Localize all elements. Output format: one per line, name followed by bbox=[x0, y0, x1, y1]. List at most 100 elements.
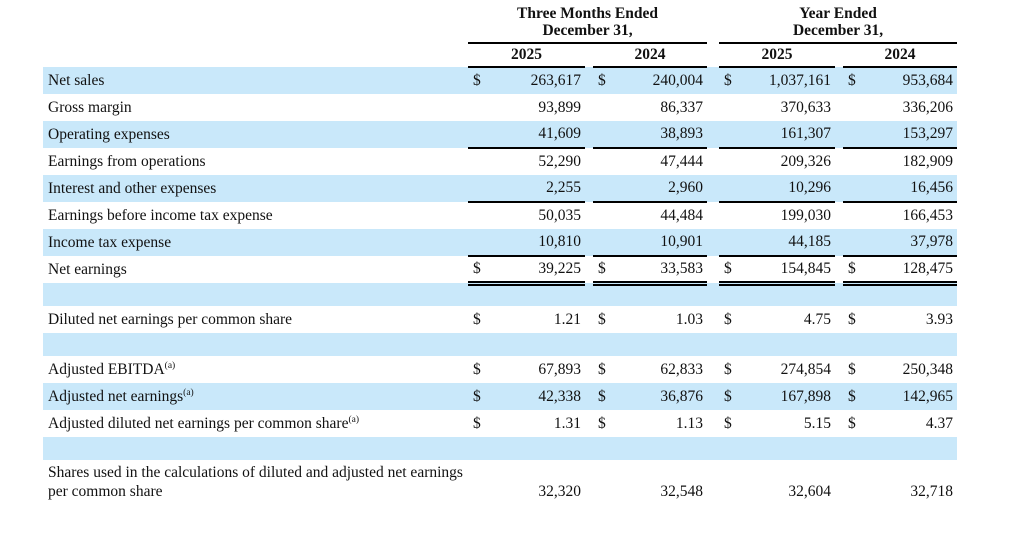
row-label: Earnings before income tax expense bbox=[48, 206, 273, 224]
value-cell: 182,909 bbox=[902, 153, 954, 170]
table-body: Net sales $263,617 $240,004 $1,037,161 $953,… bbox=[43, 67, 958, 506]
column-gap bbox=[835, 383, 844, 410]
footnote-marker: (a) bbox=[348, 414, 359, 425]
value-cell: 36,876 bbox=[619, 383, 708, 410]
dollar-sign-cell bbox=[468, 229, 494, 257]
value-cell: 1,037,161 bbox=[745, 67, 836, 94]
value-cell: 274,854 bbox=[780, 360, 832, 378]
column-gap bbox=[585, 229, 593, 256]
column-gap bbox=[707, 67, 720, 94]
footnote-marker: (a) bbox=[164, 360, 176, 371]
dollar-sign-cell: $ bbox=[473, 414, 481, 432]
dollar-sign-cell bbox=[843, 229, 870, 257]
dollar-sign-cell bbox=[468, 175, 494, 203]
table-row: Gross margin 93,899 86,337 370,633 336,206 bbox=[43, 94, 957, 121]
period-header-three-months: Three Months Ended December 31, bbox=[468, 5, 708, 44]
column-gap bbox=[707, 148, 719, 175]
column-gap bbox=[835, 148, 843, 175]
value-cell: 16,456 bbox=[869, 175, 958, 203]
dollar-sign-cell: $ bbox=[843, 256, 870, 286]
row-label: Interest and other expenses bbox=[43, 175, 468, 202]
dollar-sign-cell bbox=[843, 202, 869, 229]
dollar-sign-cell bbox=[719, 202, 745, 229]
column-gap bbox=[707, 383, 720, 410]
value-cell: 370,633 bbox=[780, 98, 832, 116]
year-header-fy-2025: 2025 bbox=[719, 43, 836, 68]
column-gap bbox=[585, 256, 593, 283]
dollar-sign-cell: $ bbox=[843, 67, 870, 94]
table-row: Income tax expense 10,810 10,901 44,185 37,9… bbox=[43, 229, 958, 257]
column-gap bbox=[707, 5, 719, 43]
column-gap bbox=[835, 356, 843, 383]
financial-summary: Three Months Ended December 31, Year End… bbox=[43, 5, 958, 506]
column-gap bbox=[585, 202, 593, 229]
value-cell: 128,475 bbox=[869, 256, 958, 286]
table-row: Shares used in the calculations of dilut… bbox=[43, 460, 957, 506]
period-title-line2: December 31, bbox=[542, 22, 633, 39]
value-cell: 4.75 bbox=[803, 310, 832, 328]
value-cell: 39,225 bbox=[494, 256, 585, 286]
value-cell: 10,901 bbox=[619, 229, 708, 257]
value-cell: 263,617 bbox=[494, 67, 585, 94]
column-gap bbox=[585, 94, 593, 121]
dollar-sign-cell bbox=[719, 229, 746, 257]
column-gap bbox=[835, 229, 844, 256]
dollar-sign-cell bbox=[593, 175, 619, 203]
row-label: Net earnings bbox=[48, 260, 127, 278]
dollar-sign-cell: $ bbox=[719, 383, 746, 410]
corner-cell bbox=[43, 43, 468, 67]
row-label: Diluted net earnings per common share bbox=[48, 310, 293, 328]
dollar-sign-cell bbox=[593, 94, 619, 121]
value-cell: 44,484 bbox=[660, 207, 704, 224]
spacer-cell bbox=[43, 437, 958, 460]
dollar-sign-cell: $ bbox=[593, 256, 619, 286]
column-gap bbox=[585, 383, 593, 410]
value-cell: 50,035 bbox=[538, 207, 581, 224]
dollar-sign-cell: $ bbox=[468, 67, 494, 94]
value-cell: 154,845 bbox=[745, 256, 836, 286]
value-cell: 52,290 bbox=[538, 153, 581, 170]
column-gap bbox=[707, 306, 719, 333]
column-gap bbox=[585, 67, 593, 94]
column-gap bbox=[707, 256, 719, 283]
dollar-sign-cell: $ bbox=[848, 414, 856, 432]
value-cell: 1.13 bbox=[675, 414, 704, 432]
value-cell: 2,255 bbox=[494, 175, 585, 203]
value-cell: 1.03 bbox=[675, 310, 704, 328]
dollar-sign-cell bbox=[719, 94, 745, 121]
dollar-sign-cell: $ bbox=[593, 67, 619, 94]
value-cell: 47,444 bbox=[660, 153, 704, 170]
column-gap bbox=[835, 43, 843, 67]
value-cell: 32,604 bbox=[788, 483, 832, 500]
dollar-sign-cell: $ bbox=[598, 414, 606, 432]
corner-cell bbox=[43, 5, 468, 43]
period-header-year-ended: Year Ended December 31, bbox=[719, 5, 958, 44]
value-cell: 38,893 bbox=[619, 121, 708, 149]
table-row: Adjusted net earnings(a) $42,338 $36,876 $1… bbox=[43, 383, 958, 410]
spacer-row bbox=[43, 437, 958, 460]
column-gap bbox=[835, 410, 843, 437]
dollar-sign-cell: $ bbox=[848, 310, 856, 328]
dollar-sign-cell bbox=[593, 121, 619, 149]
dollar-sign-cell: $ bbox=[719, 256, 746, 286]
year-header-q-2024: 2024 bbox=[593, 43, 708, 68]
spacer-cell bbox=[43, 333, 958, 356]
table-row: Adjusted diluted net earnings per common… bbox=[43, 410, 957, 437]
value-cell: 5.15 bbox=[803, 414, 832, 432]
column-gap bbox=[585, 175, 593, 202]
value-cell: 953,684 bbox=[869, 67, 958, 94]
dollar-sign-cell: $ bbox=[724, 310, 732, 328]
value-cell: 4.37 bbox=[925, 414, 954, 432]
dollar-sign-cell: $ bbox=[848, 360, 856, 378]
value-cell: 166,453 bbox=[902, 207, 954, 224]
dollar-sign-cell: $ bbox=[468, 383, 494, 410]
dollar-sign-cell bbox=[719, 121, 746, 149]
column-gap bbox=[835, 202, 843, 229]
dollar-sign-cell bbox=[593, 148, 619, 175]
column-gap bbox=[707, 460, 719, 506]
value-cell: 1.21 bbox=[553, 310, 581, 328]
column-gap bbox=[707, 43, 719, 67]
dollar-sign-cell bbox=[843, 121, 870, 149]
dollar-sign-cell: $ bbox=[724, 360, 732, 378]
value-cell: 32,548 bbox=[660, 483, 704, 500]
